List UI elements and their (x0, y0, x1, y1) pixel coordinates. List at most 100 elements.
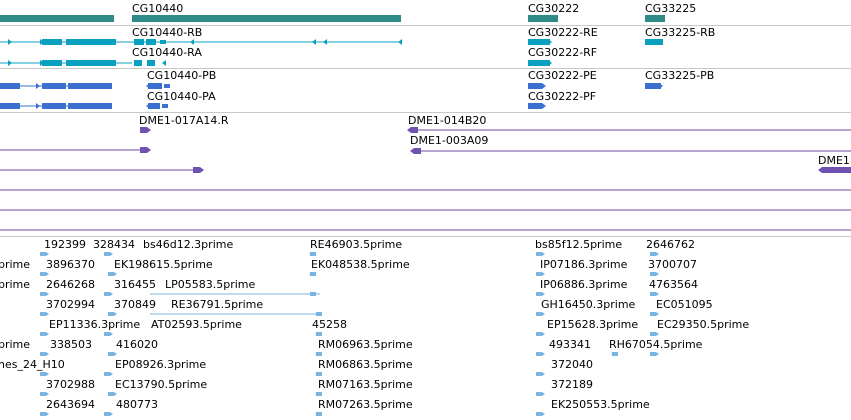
est-label[interactable]: EK250553.5prime (551, 398, 650, 411)
direction-arrow-right (106, 372, 109, 376)
est-label[interactable]: 2643694 (46, 398, 95, 411)
est-label[interactable]: 316455 (114, 278, 156, 291)
direction-arrow-right (540, 39, 544, 45)
direction-arrow-right (659, 39, 663, 45)
est-label[interactable]: EC051095 (656, 298, 713, 311)
transcript-label-cg33225-rb[interactable]: CG33225-RB (645, 26, 716, 39)
est-label[interactable]: EP08926.3prime (115, 358, 207, 371)
est-label[interactable]: 2646762 (646, 238, 695, 251)
est-label[interactable]: prime (0, 338, 31, 351)
clone-label-dme1-014b20[interactable]: DME1-014B20 (408, 114, 487, 127)
direction-arrow-left (313, 292, 316, 296)
gene-label-cg10440[interactable]: CG10440 (132, 2, 184, 15)
transcript-label-cg30222-pe[interactable]: CG30222-PE (528, 69, 597, 82)
feature-bar (146, 39, 156, 45)
direction-arrow-right (110, 272, 113, 276)
transcript-label-cg30222-re[interactable]: CG30222-RE (528, 26, 598, 39)
est-label[interactable]: 3702988 (46, 378, 95, 391)
est-label[interactable]: RE36791.5prime (171, 298, 264, 311)
est-label[interactable]: LP05583.5prime (165, 278, 256, 291)
direction-arrow-right (652, 39, 656, 45)
est-label[interactable]: nes_24_H10 (0, 358, 65, 371)
est-label[interactable]: prime (0, 278, 31, 291)
est-label[interactable]: RM06963.5prime (318, 338, 413, 351)
direction-arrow-right (106, 292, 109, 296)
feature-bar (148, 103, 160, 109)
direction-arrow-right (652, 83, 656, 89)
direction-arrow-right (538, 332, 541, 336)
est-label[interactable]: 3702994 (46, 298, 95, 311)
direction-arrow-right (548, 60, 552, 66)
est-label[interactable]: AT02593.5prime (151, 318, 242, 331)
direction-arrow-right (40, 39, 44, 45)
est-label[interactable]: GH16450.3prime (541, 298, 636, 311)
direction-arrow-left (319, 312, 322, 316)
direction-arrow-right (656, 252, 659, 256)
est-label[interactable]: EC29350.5prime (657, 318, 750, 331)
clone-label-dme1[interactable]: DME1 (818, 154, 850, 167)
transcript-label-cg10440-pb[interactable]: CG10440-PB (147, 69, 217, 82)
transcript-label-cg10440-pa[interactable]: CG10440-PA (147, 90, 216, 103)
direction-arrow-right (110, 252, 113, 256)
est-label[interactable]: RH67054.5prime (609, 338, 703, 351)
direction-arrow-right (542, 412, 545, 416)
direction-arrow-right (542, 312, 545, 316)
direction-arrow-right (110, 412, 113, 416)
est-label[interactable]: RM06863.5prime (318, 358, 413, 371)
est-label[interactable]: bs46d12.3prime (143, 238, 234, 251)
est-label[interactable]: 416020 (116, 338, 158, 351)
transcript-label-cg33225-pb[interactable]: CG33225-PB (645, 69, 715, 82)
clone-label-dme1-003a09[interactable]: DME1-003A09 (410, 134, 489, 147)
est-label[interactable]: EP15628.3prime (547, 318, 639, 331)
est-label[interactable]: 372189 (551, 378, 593, 391)
est-label[interactable]: EP11336.3prime (49, 318, 141, 331)
direction-arrow-right (114, 352, 117, 356)
direction-arrow-right (114, 312, 117, 316)
est-label[interactable]: EK198615.5prime (114, 258, 213, 271)
gene-label-cg30222[interactable]: CG30222 (528, 2, 580, 15)
feature-bar (66, 60, 116, 66)
est-label[interactable]: EK048538.5prime (311, 258, 410, 271)
feature-bar (164, 84, 170, 88)
est-label[interactable]: 370849 (114, 298, 156, 311)
est-label[interactable]: 2646268 (46, 278, 95, 291)
est-label[interactable]: IP06886.3prime (540, 278, 628, 291)
est-label[interactable]: 338503 (50, 338, 92, 351)
clone-label-dme1-017a14r[interactable]: DME1-017A14.R (139, 114, 229, 127)
est-label[interactable]: IP07186.3prime (540, 258, 628, 271)
transcript-label-cg10440-rb[interactable]: CG10440-RB (132, 26, 203, 39)
est-label[interactable]: 192399 (44, 238, 86, 251)
direction-arrow-right (46, 352, 49, 356)
est-label[interactable]: 328434 (93, 238, 135, 251)
direction-arrow-right (42, 352, 45, 356)
transcript-label-cg30222-pf[interactable]: CG30222-PF (528, 90, 597, 103)
est-label[interactable]: 493341 (549, 338, 591, 351)
transcript-label-cg10440-ra[interactable]: CG10440-RA (132, 46, 202, 59)
direction-arrow-right (542, 352, 545, 356)
direction-arrow-right (542, 332, 545, 336)
direction-arrow-right (538, 352, 541, 356)
est-label[interactable]: EC13790.5prime (115, 378, 208, 391)
est-label[interactable]: prime (0, 258, 31, 271)
feature-bar (162, 104, 168, 108)
est-label[interactable]: RM07163.5prime (318, 378, 413, 391)
transcript-label-cg30222-rf[interactable]: CG30222-RF (528, 46, 598, 59)
est-label[interactable]: 3896370 (46, 258, 95, 271)
est-label[interactable]: 3700707 (648, 258, 697, 271)
direction-arrow-left (319, 372, 322, 376)
feature-bar (528, 103, 542, 109)
est-label[interactable]: RE46903.5prime (310, 238, 403, 251)
est-label[interactable]: 45258 (312, 318, 347, 331)
est-label[interactable]: RM07263.5prime (318, 398, 413, 411)
gene-bar (528, 15, 558, 22)
gene-label-cg33225[interactable]: CG33225 (645, 2, 697, 15)
direction-arrow-right (538, 292, 541, 296)
direction-arrow-right (656, 292, 659, 296)
direction-arrow-right (538, 372, 541, 376)
est-label[interactable]: bs85f12.5prime (535, 238, 623, 251)
est-label[interactable]: 4763564 (649, 278, 698, 291)
est-label[interactable]: 372040 (551, 358, 593, 371)
gene-bar (645, 15, 665, 22)
direction-arrow-right (42, 252, 45, 256)
est-label[interactable]: 480773 (116, 398, 158, 411)
